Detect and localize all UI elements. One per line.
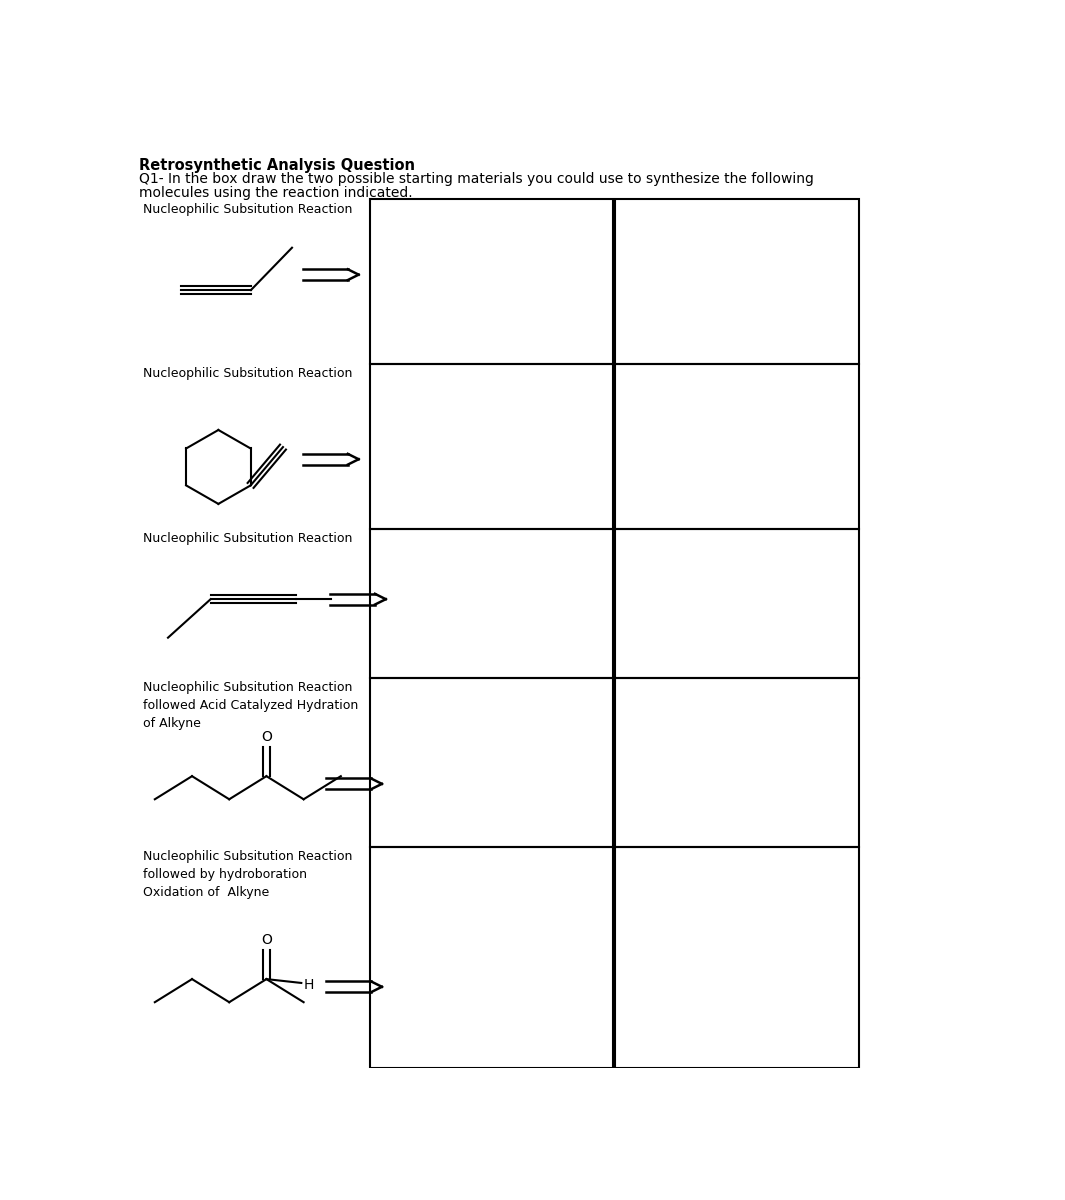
Text: O: O xyxy=(261,730,272,744)
Bar xyxy=(616,199,858,365)
Text: O: O xyxy=(261,932,272,947)
Text: Nucleophilic Subsitution Reaction
followed by hydroboration
Oxidation of  Alkyne: Nucleophilic Subsitution Reaction follow… xyxy=(143,850,353,899)
Text: Retrosynthetic Analysis Question: Retrosynthetic Analysis Question xyxy=(140,158,415,173)
Text: molecules using the reaction indicated.: molecules using the reaction indicated. xyxy=(140,186,413,199)
Bar xyxy=(616,529,858,678)
Bar xyxy=(370,199,612,365)
Bar xyxy=(616,678,858,847)
Text: Nucleophilic Subsitution Reaction: Nucleophilic Subsitution Reaction xyxy=(143,203,353,216)
Text: Nucleophilic Subsitution Reaction: Nucleophilic Subsitution Reaction xyxy=(143,367,353,380)
Bar xyxy=(370,847,612,1068)
Text: Nucleophilic Subsitution Reaction
followed Acid Catalyzed Hydration
of Alkyne: Nucleophilic Subsitution Reaction follow… xyxy=(143,680,359,730)
Bar xyxy=(370,678,612,847)
Bar xyxy=(616,365,858,529)
Bar xyxy=(370,365,612,529)
Text: Nucleophilic Subsitution Reaction: Nucleophilic Subsitution Reaction xyxy=(143,532,353,545)
Text: Q1- In the box draw the two possible starting materials you could use to synthes: Q1- In the box draw the two possible sta… xyxy=(140,172,815,186)
Bar xyxy=(370,529,612,678)
Text: H: H xyxy=(304,978,314,992)
Bar xyxy=(616,847,858,1068)
